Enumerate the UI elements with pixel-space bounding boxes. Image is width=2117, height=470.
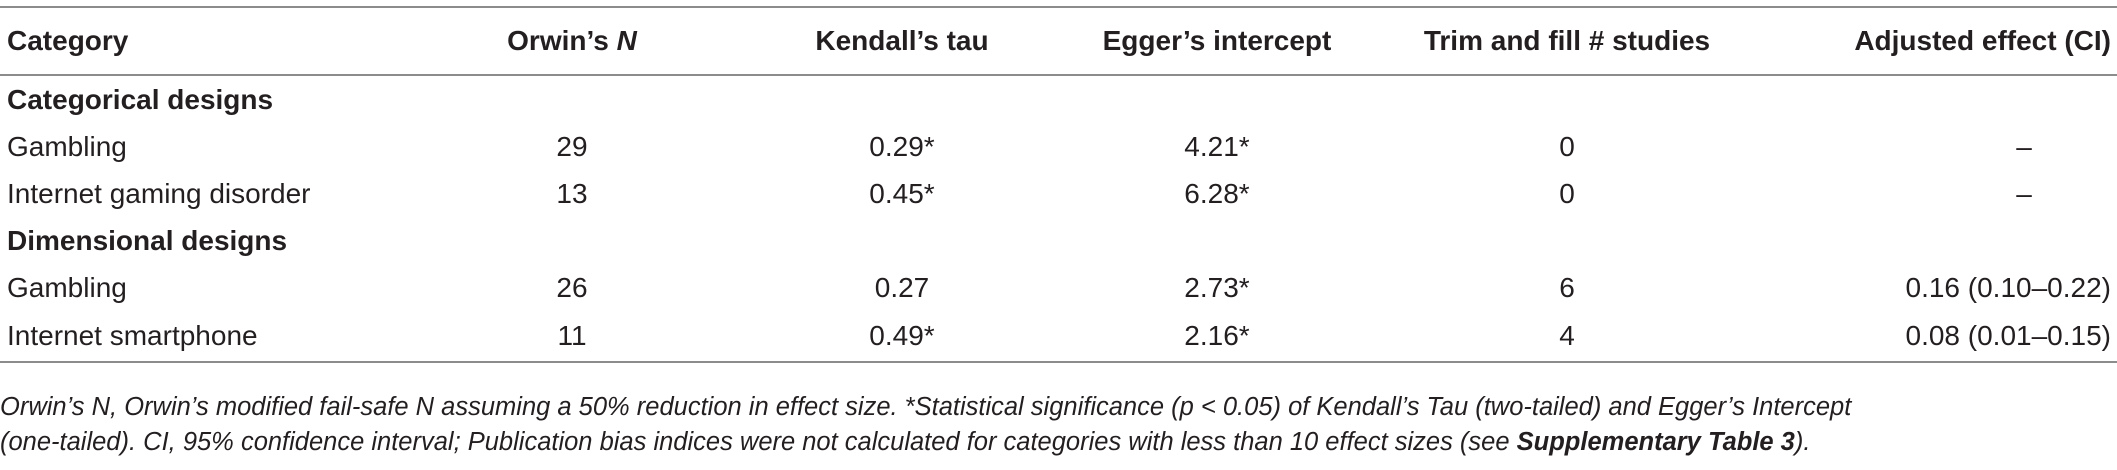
cell-eggers-intercept: 2.73* <box>1184 271 1250 303</box>
cell-orwins-n: 11 <box>557 320 587 351</box>
cell-trim-and-fill: 0 <box>1559 130 1575 162</box>
section-header-row: Dimensional designs <box>0 217 2117 264</box>
cell-orwins-n: 26 <box>556 271 588 303</box>
footnote-line-2: (one-tailed). CI, 95% confidence interva… <box>0 425 2110 460</box>
section-title: Dimensional designs <box>7 224 288 256</box>
header-orwins-label: Orwin’s <box>507 25 617 56</box>
header-eggers-intercept: Egger’s intercept <box>1102 25 1332 56</box>
cell-adjusted-effect: – <box>2016 177 2032 209</box>
table-row: Gambling 26 0.27 2.73* 6 0.16 (0.10–0.22… <box>0 264 2117 311</box>
cell-kendalls-tau: 0.27 <box>874 271 930 303</box>
cell-kendalls-tau: 0.49* <box>869 320 935 351</box>
header-category: Category <box>7 25 129 56</box>
cell-trim-and-fill: 6 <box>1559 271 1575 303</box>
footnote-line-2-end: ). <box>1794 428 1811 456</box>
table-row: Internet smartphone 11 0.49* 2.16* 4 0.0… <box>0 311 2117 362</box>
cell-adjusted-effect: 0.08 (0.01–0.15) <box>1905 320 2112 351</box>
header-adjusted-effect: Adjusted effect (CI) <box>1854 25 2111 56</box>
header-orwins-n: Orwin’s N <box>407 7 737 75</box>
cell-kendalls-tau: 0.29* <box>869 130 935 162</box>
section-title: Categorical designs <box>7 83 274 115</box>
cell-adjusted-effect: 0.16 (0.10–0.22) <box>1905 271 2112 303</box>
cell-orwins-n: 29 <box>556 130 588 162</box>
table-row: Gambling 29 0.29* 4.21* 0 – <box>0 123 2117 170</box>
table-row: Internet gaming disorder 13 0.45* 6.28* … <box>0 170 2117 217</box>
cell-eggers-intercept: 4.21* <box>1184 130 1250 162</box>
cell-trim-and-fill: 4 <box>1559 320 1575 351</box>
header-orwins-n-italic: N <box>616 25 637 56</box>
header-kendalls-tau: Kendall’s tau <box>815 25 989 56</box>
section-header-row: Categorical designs <box>0 75 2117 123</box>
cell-category: Gambling <box>7 271 127 303</box>
footnote-line-1: Orwin’s N, Orwin’s modified fail-safe N … <box>0 393 1852 421</box>
cell-eggers-intercept: 2.16* <box>1184 320 1250 351</box>
cell-trim-and-fill: 0 <box>1559 177 1575 209</box>
cell-category: Gambling <box>7 130 127 162</box>
supplementary-table-link[interactable]: Supplementary Table 3 <box>1516 428 1795 456</box>
cell-category: Internet gaming disorder <box>7 177 311 209</box>
cell-orwins-n: 13 <box>556 177 588 209</box>
table-header-row: Category Orwin’s N Kendall’s tau Egger’s… <box>0 7 2117 75</box>
table-footnote: Orwin’s N, Orwin’s modified fail-safe N … <box>0 390 2110 460</box>
cell-category: Internet smartphone <box>7 320 258 351</box>
footnote-line-2-text: (one-tailed). CI, 95% confidence interva… <box>0 428 1517 456</box>
header-trim-and-fill: Trim and fill # studies <box>1423 25 1711 56</box>
publication-bias-table: Category Orwin’s N Kendall’s tau Egger’s… <box>0 6 2117 363</box>
cell-adjusted-effect: – <box>2016 130 2032 162</box>
cell-eggers-intercept: 6.28* <box>1184 177 1250 209</box>
cell-kendalls-tau: 0.45* <box>869 177 935 209</box>
